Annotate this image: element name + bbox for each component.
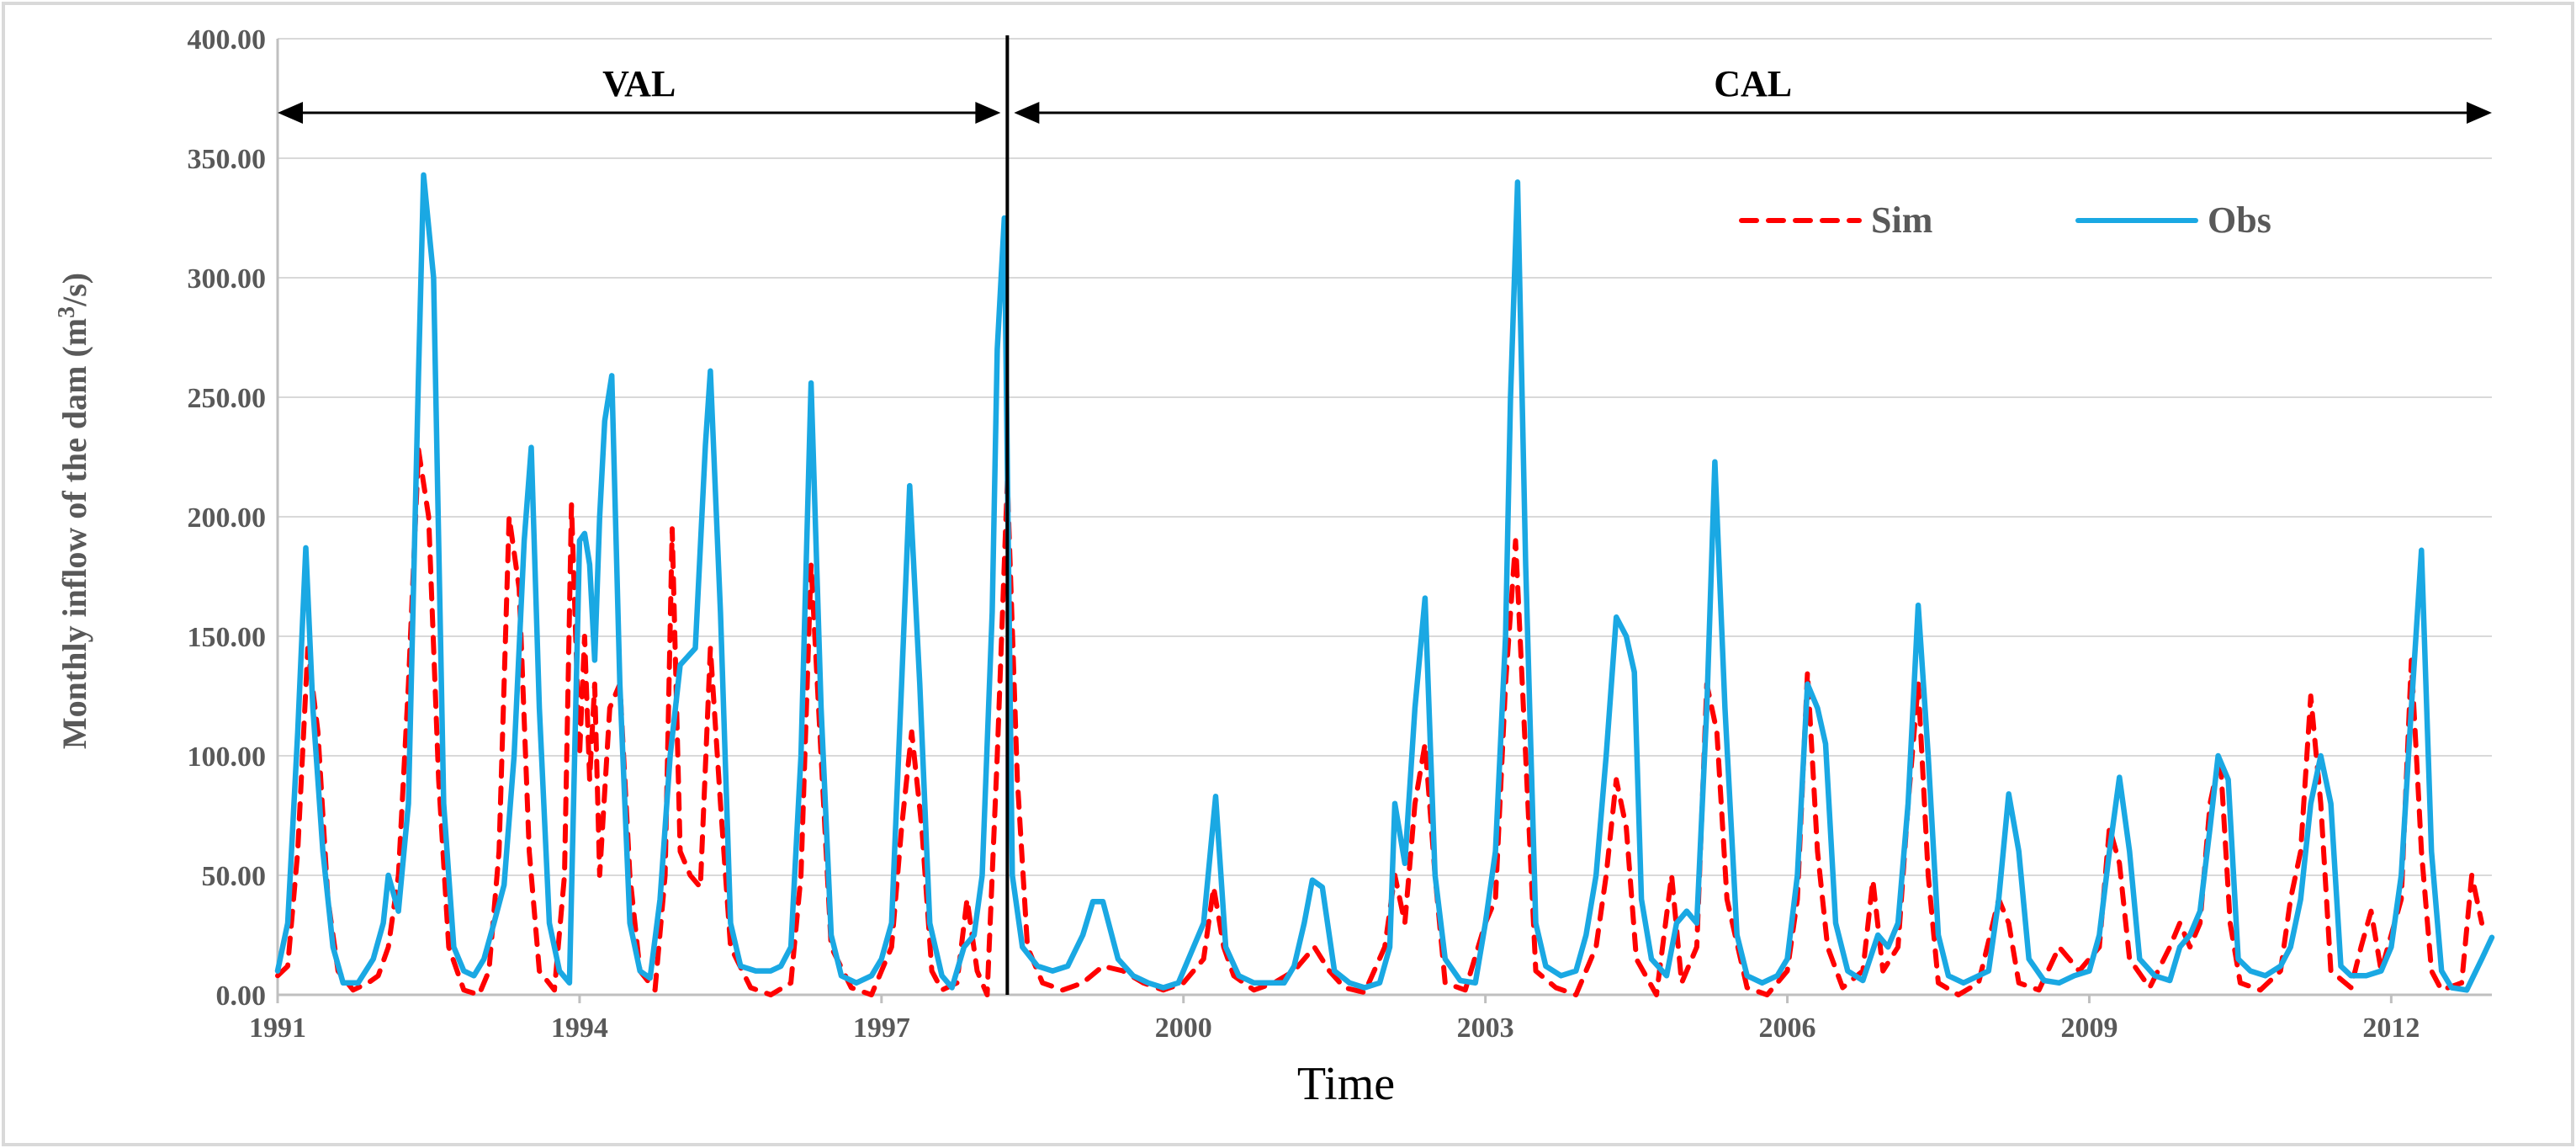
period-arrowhead-right [2467, 102, 2492, 124]
legend-label-obs: Obs [2208, 199, 2271, 241]
y-tick-label: 200.00 [188, 502, 267, 534]
period-label-cal: CAL [1714, 63, 1792, 104]
x-tick-label: 2006 [1759, 1012, 1816, 1044]
x-tick-label: 1991 [249, 1012, 306, 1044]
y-axis-ticks: 0.00 50.00 100.00 150.00 200.00 250.00 300.00 3… [188, 24, 267, 1012]
series-line-sim [275, 447, 2484, 997]
series-line-obs [274, 172, 2495, 993]
period-label-val: VAL [602, 63, 676, 104]
y-axis-title: Monthly inflow of the dam (m3/s) [54, 273, 93, 749]
legend-label-sim: Sim [1871, 199, 1932, 241]
legend: Sim Obs [1739, 199, 2271, 241]
y-axis-title-end: /s) [56, 273, 93, 307]
x-tick-label: 1997 [853, 1012, 910, 1044]
period-arrowhead-left [278, 102, 303, 124]
y-tick-label: 400.00 [188, 24, 267, 56]
x-tick-label: 2000 [1155, 1012, 1212, 1044]
series-layer [274, 172, 2495, 997]
y-tick-label: 350.00 [188, 144, 267, 175]
y-tick-label: 250.00 [188, 383, 267, 414]
y-axis-title-superscript: 3 [54, 306, 80, 318]
period-annotations: VAL CAL [278, 35, 2492, 995]
x-axis-ticks: 1991 1994 1997 2000 2003 2006 2009 2012 [249, 995, 2420, 1044]
x-tick-label: 2003 [1457, 1012, 1514, 1044]
period-arrowhead-left [1014, 102, 1040, 124]
y-tick-label: 300.00 [188, 263, 267, 295]
x-axis-title: Time [1297, 1058, 1395, 1110]
y-tick-label: 100.00 [188, 741, 267, 773]
y-tick-label: 150.00 [188, 622, 267, 653]
x-tick-label: 2009 [2060, 1012, 2118, 1044]
x-tick-label: 2012 [2362, 1012, 2420, 1044]
y-tick-label: 50.00 [202, 861, 267, 892]
y-tick-label: 0.00 [216, 981, 267, 1012]
period-arrowhead-right [975, 102, 1001, 124]
x-tick-label: 1994 [551, 1012, 608, 1044]
